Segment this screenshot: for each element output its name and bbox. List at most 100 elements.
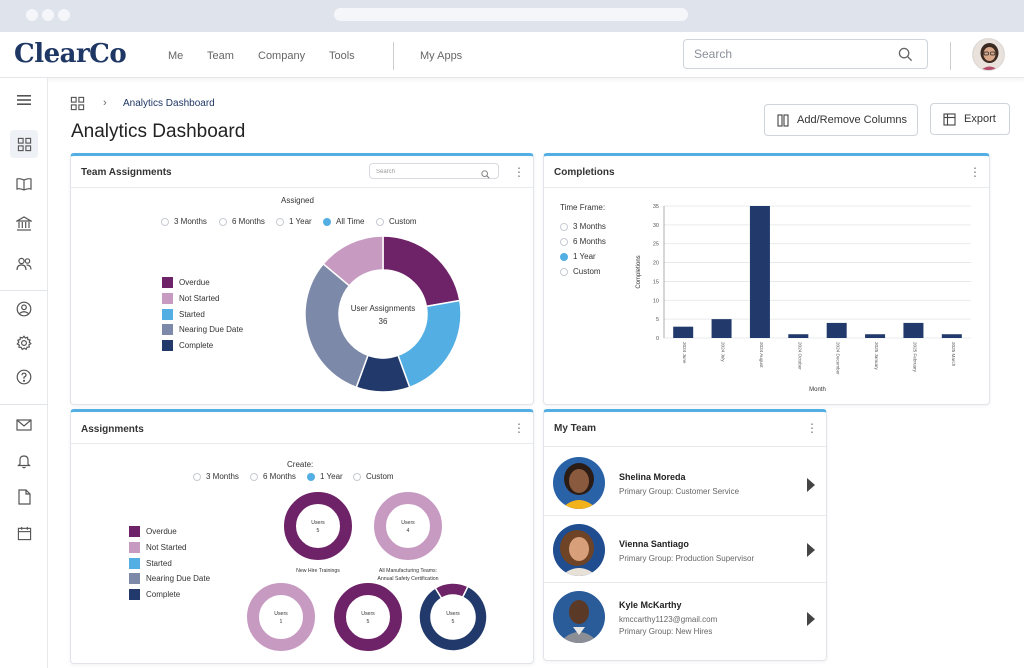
play-arrow-icon[interactable] [807, 478, 815, 492]
more-vertical-icon[interactable]: ⋮ [513, 421, 525, 435]
url-bar[interactable] [334, 8, 688, 21]
bar[interactable] [903, 322, 924, 338]
nav-my-apps[interactable]: My Apps [420, 50, 463, 62]
y-tick-label: 25 [653, 242, 659, 248]
users-icon[interactable] [10, 250, 38, 278]
donut-label: Users [311, 520, 325, 526]
play-arrow-icon[interactable] [807, 612, 815, 626]
donut-center-value: 36 [378, 317, 388, 326]
radio-1-year[interactable]: 1 Year [276, 217, 312, 226]
donut-value: 5 [317, 528, 320, 534]
donut-segment-started [397, 299, 462, 389]
profile-icon[interactable] [10, 295, 38, 323]
y-tick-label: 20 [653, 261, 659, 267]
more-vertical-icon[interactable]: ⋮ [513, 165, 525, 179]
radio-custom[interactable]: Custom [376, 217, 417, 226]
team-member-row[interactable]: Shelina Moreda Primary Group: Customer S… [544, 450, 826, 516]
donut-value: 4 [407, 528, 410, 534]
donut-caption: Annual Safety Certification [377, 576, 438, 582]
card-title: Assignments [81, 424, 144, 435]
user-avatar[interactable] [972, 38, 1005, 71]
radio-custom[interactable]: Custom [560, 267, 601, 276]
nav-me[interactable]: Me [168, 50, 184, 62]
team-member-row[interactable]: Kyle McKarthy kmccarthy1123@gmail.com Pr… [544, 584, 826, 662]
assignment-donuts: Users 5 New Hire Trainings Users 4 All Manufa… [247, 492, 488, 652]
calendar-icon[interactable] [10, 519, 38, 547]
bar[interactable] [711, 319, 732, 338]
time-frame-label: Time Frame: [560, 203, 606, 212]
search-icon[interactable] [481, 166, 490, 184]
radio-3-months[interactable]: 3 Months [193, 472, 239, 481]
chart-subtitle: Assigned [281, 196, 314, 205]
export-label: Export [964, 113, 996, 125]
add-remove-columns-button[interactable]: Add/Remove Columns [764, 104, 918, 136]
legend-not-started: Not Started [129, 542, 186, 553]
bar[interactable] [788, 334, 809, 338]
nav-tools[interactable]: Tools [329, 50, 355, 62]
bar[interactable] [826, 322, 847, 338]
x-tick-label: 2024 July [721, 342, 726, 362]
radio-1-year[interactable]: 1 Year [560, 252, 596, 261]
y-tick-label: 15 [653, 279, 659, 285]
user-assignments-donut [304, 235, 462, 393]
dashboard-icon[interactable] [10, 130, 38, 158]
donut-label: Users [274, 611, 288, 617]
window-dot [58, 9, 70, 21]
breadcrumb-current[interactable]: Analytics Dashboard [123, 98, 215, 109]
team-assignments-card: Team Assignments ⋮ Assigned 3 Months 6 M… [70, 153, 534, 405]
x-tick-label: 2025 March [951, 342, 956, 367]
radio-1-year[interactable]: 1 Year [307, 472, 343, 481]
donut-segment-overdue [284, 492, 352, 560]
clearco-logo[interactable]: ClearCo [14, 39, 127, 69]
nav-divider [393, 42, 394, 70]
document-icon[interactable] [10, 483, 38, 511]
more-vertical-icon[interactable]: ⋮ [806, 421, 818, 435]
menu-icon[interactable] [10, 86, 38, 114]
gear-icon[interactable] [10, 329, 38, 357]
donut-label: Users [446, 611, 460, 617]
team-search-input[interactable] [376, 166, 476, 177]
bar[interactable] [673, 326, 694, 338]
bell-icon[interactable] [10, 447, 38, 475]
radio-all-time[interactable]: All Time [323, 217, 364, 226]
bank-icon[interactable] [10, 210, 38, 238]
x-tick-label: 2025 February [912, 342, 917, 373]
header-divider [950, 42, 951, 70]
donut-center-label: User Assignments [350, 304, 416, 313]
nav-team[interactable]: Team [207, 50, 234, 62]
help-icon[interactable] [10, 363, 38, 391]
bar[interactable] [941, 334, 962, 338]
team-member-row[interactable]: Vienna Santiago Primary Group: Productio… [544, 517, 826, 583]
dashboard-grid-icon[interactable] [70, 96, 85, 116]
y-tick-label: 10 [653, 298, 659, 304]
radio-6-months[interactable]: 6 Months [250, 472, 296, 481]
legend-started: Started [129, 558, 172, 569]
mail-icon[interactable] [10, 411, 38, 439]
play-arrow-icon[interactable] [807, 543, 815, 557]
radio-custom[interactable]: Custom [353, 472, 394, 481]
add-remove-columns-label: Add/Remove Columns [797, 114, 908, 126]
donut-value: 5 [367, 619, 370, 625]
global-search [683, 39, 928, 69]
export-button[interactable]: Export [930, 103, 1010, 135]
x-axis-label: Month [809, 387, 826, 393]
radio-3-months[interactable]: 3 Months [560, 222, 606, 231]
bar[interactable] [865, 334, 886, 338]
donut-segment-not-started [247, 583, 315, 651]
nav-company[interactable]: Company [258, 50, 306, 62]
radio-6-months[interactable]: 6 Months [219, 217, 265, 226]
donut-segment-not-started [374, 492, 442, 560]
donut-label: Users [401, 520, 415, 526]
member-group: Primary Group: Customer Service [619, 487, 740, 496]
more-vertical-icon[interactable]: ⋮ [969, 165, 981, 179]
donut-value: 5 [452, 619, 455, 625]
legend-not-started: Not Started [162, 293, 219, 304]
book-icon[interactable] [10, 170, 38, 198]
search-icon[interactable] [898, 47, 913, 67]
radio-6-months[interactable]: 6 Months [560, 237, 606, 246]
bar[interactable] [749, 206, 770, 338]
logo-text: ClearCo [14, 39, 127, 69]
search-input[interactable] [694, 46, 894, 62]
member-avatar [553, 591, 605, 643]
radio-3-months[interactable]: 3 Months [161, 217, 207, 226]
